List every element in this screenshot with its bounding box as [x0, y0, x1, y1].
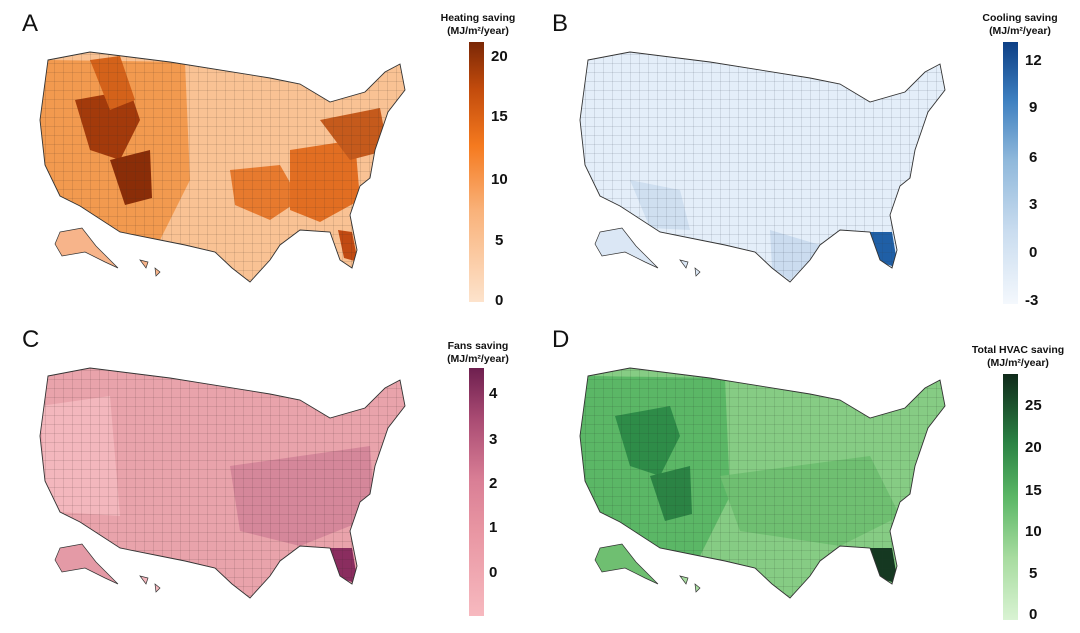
colorbar-tick: 3: [489, 431, 498, 448]
colorbar-tick: 20: [491, 48, 508, 65]
map-alaska: [54, 543, 119, 585]
colorbar-tick: 3: [1029, 196, 1038, 213]
map-alaska: [594, 543, 659, 585]
panel-cooling: B Cooling saving (MJ/m²/year) 12 9 6 3 0…: [540, 0, 1080, 316]
legend-title: Total HVAC saving (MJ/m²/year): [962, 344, 1074, 370]
colorbar-tick: 15: [1025, 482, 1042, 499]
legend-title-text: Heating saving: [440, 12, 516, 24]
legend-title: Cooling saving (MJ/m²/year): [968, 12, 1072, 38]
map-hawaii: [139, 259, 161, 277]
colorbar-tick: -3: [1025, 292, 1039, 309]
colorbar-tick: 0: [495, 292, 504, 309]
colorbar-tick: 2: [489, 475, 498, 492]
colorbar: [1003, 374, 1018, 620]
map-hawaii: [679, 575, 701, 593]
legend-title-text: Fans saving: [447, 340, 509, 352]
colorbar: [1003, 42, 1018, 304]
legend-title-text: Total HVAC saving: [971, 344, 1065, 356]
colorbar-tick: 5: [495, 232, 504, 249]
map-alaska: [54, 227, 119, 269]
colorbar-tick: 9: [1029, 99, 1038, 116]
us-county-map: [39, 51, 406, 283]
legend-unit: (MJ/m²/year): [987, 357, 1049, 369]
colorbar-tick: 0: [489, 564, 498, 581]
colorbar-tick: 25: [1025, 397, 1042, 414]
panel-fans: C Fans saving (MJ/m²/year) 4 3 2 1 0: [0, 316, 540, 632]
legend-unit: (MJ/m²/year): [447, 353, 509, 365]
legend-unit: (MJ/m²/year): [989, 25, 1051, 37]
legend-unit: (MJ/m²/year): [447, 25, 509, 37]
panel-letter: D: [552, 326, 570, 353]
us-county-map: [39, 367, 406, 599]
legend-title: Heating saving (MJ/m²/year): [426, 12, 530, 38]
colorbar-tick: 15: [491, 108, 508, 125]
colorbar-tick: 0: [1029, 244, 1038, 261]
us-county-map: [579, 51, 946, 283]
colorbar: [469, 368, 484, 616]
colorbar-tick: 10: [491, 171, 508, 188]
colorbar-tick: 1: [489, 519, 498, 536]
colorbar-tick: 5: [1029, 565, 1038, 582]
map-hawaii: [679, 259, 701, 277]
legend-title: Fans saving (MJ/m²/year): [426, 340, 530, 366]
panel-letter: C: [22, 326, 40, 353]
panel-letter: A: [22, 10, 39, 37]
colorbar-tick: 0: [1029, 606, 1038, 623]
map-hawaii: [139, 575, 161, 593]
colorbar-tick: 20: [1025, 439, 1042, 456]
map-alaska: [594, 227, 659, 269]
panel-letter: B: [552, 10, 569, 37]
colorbar-tick: 6: [1029, 149, 1038, 166]
panel-total-hvac: D Total HVAC saving (MJ/m²/year) 25 20 1…: [540, 316, 1080, 632]
panel-heating: A Heating saving (MJ/m²/year) 20 15 10: [0, 0, 540, 316]
colorbar: [469, 42, 484, 302]
us-county-map: [579, 367, 946, 599]
colorbar-tick: 4: [489, 385, 498, 402]
colorbar-tick: 10: [1025, 523, 1042, 540]
legend-title-text: Cooling saving: [982, 12, 1058, 24]
colorbar-tick: 12: [1025, 52, 1042, 69]
